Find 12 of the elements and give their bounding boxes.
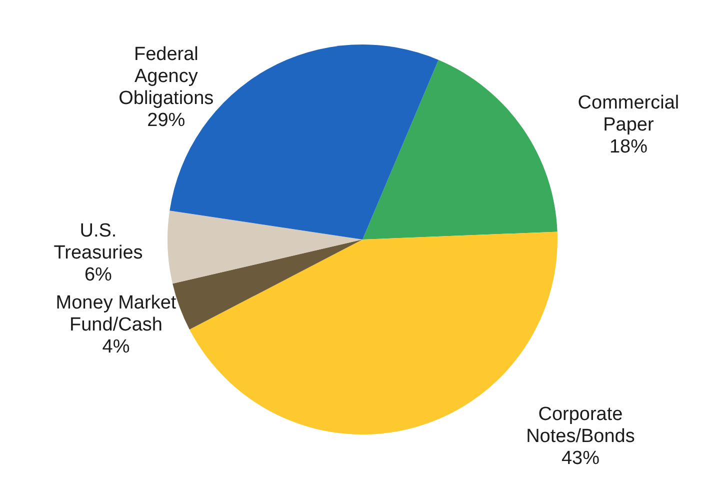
slice-label: Federal Agency Obligations xyxy=(118,44,214,109)
data-label: 6% xyxy=(84,264,112,286)
data-label: 29% xyxy=(147,110,186,131)
slice-label: Money Market Fund/Cash xyxy=(56,292,177,336)
data-label: 4% xyxy=(102,336,130,358)
pie-slice xyxy=(362,60,558,240)
slice-label: Commercial Paper xyxy=(578,92,680,136)
data-label: 18% xyxy=(609,136,648,158)
pie-slice xyxy=(168,210,362,284)
slice-label: Corporate Notes/Bonds xyxy=(526,404,635,447)
slice-label: U.S. Treasuries xyxy=(54,220,143,264)
data-label: 43% xyxy=(561,448,600,469)
